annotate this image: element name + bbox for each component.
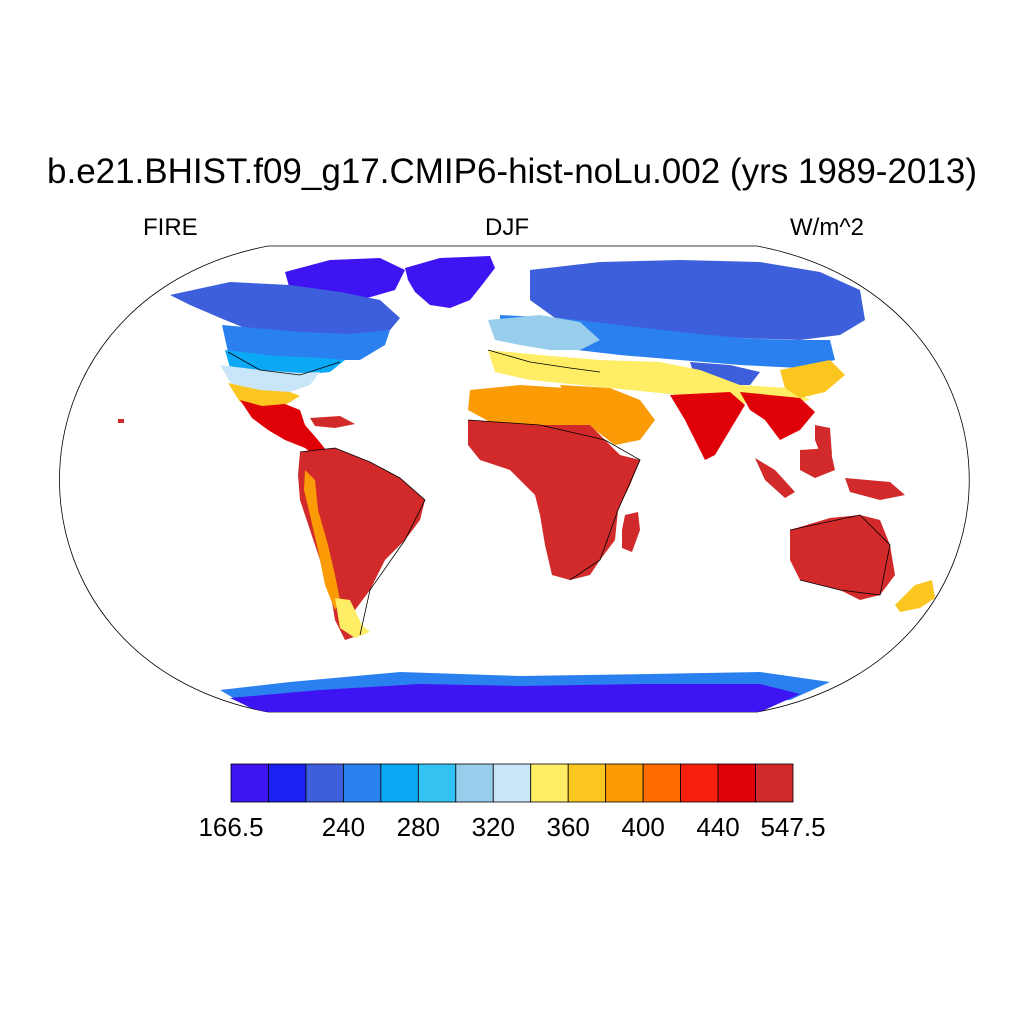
madagascar bbox=[622, 512, 640, 552]
colorbar-tick-label: 280 bbox=[396, 812, 441, 842]
philippines bbox=[815, 425, 832, 458]
colorbar-box bbox=[717, 763, 756, 803]
central-america bbox=[240, 400, 330, 460]
eurasia-north bbox=[530, 260, 865, 340]
colorbar-box bbox=[342, 763, 382, 803]
antarctica bbox=[230, 684, 800, 712]
colorbar-tick-label: 400 bbox=[621, 812, 665, 842]
north-america-south bbox=[220, 365, 320, 392]
variable-label: FIRE bbox=[143, 214, 198, 241]
new-zealand bbox=[895, 580, 935, 612]
europe bbox=[488, 315, 600, 350]
colorbar-tick-label: 166.5 bbox=[198, 812, 264, 842]
north-america-lower bbox=[225, 350, 345, 375]
colorbar-box bbox=[755, 763, 794, 803]
colorbar-tick-label: 360 bbox=[546, 812, 590, 842]
landmasses bbox=[170, 256, 935, 712]
colorbar-box bbox=[305, 763, 344, 803]
caribbean bbox=[310, 416, 355, 428]
plot-title: b.e21.BHIST.f09_g17.CMIP6-hist-noLu.002 … bbox=[47, 152, 977, 191]
india bbox=[670, 392, 745, 460]
australia bbox=[790, 515, 895, 600]
colorbar-box bbox=[268, 763, 307, 803]
units-label: W/m^2 bbox=[790, 214, 864, 241]
mediterranean-band bbox=[488, 350, 810, 405]
africa-north bbox=[468, 385, 600, 425]
new-guinea bbox=[845, 478, 905, 500]
colorbar-box bbox=[530, 763, 569, 803]
sumatra bbox=[755, 458, 795, 498]
colorbar-tick-label: 440 bbox=[696, 812, 740, 842]
colorbar-box bbox=[380, 763, 419, 803]
colorbar-box bbox=[492, 763, 532, 803]
colorbar-tick-label: 320 bbox=[471, 812, 515, 842]
africa bbox=[468, 420, 640, 580]
colorbar-tick-label: 240 bbox=[321, 812, 366, 842]
east-asia bbox=[780, 360, 845, 398]
colorbar-box bbox=[605, 763, 644, 803]
colorbar-box bbox=[567, 763, 607, 803]
colorbar-box bbox=[455, 763, 494, 803]
greenland bbox=[405, 256, 495, 308]
hawaii bbox=[118, 419, 124, 423]
season-label: DJF bbox=[485, 214, 529, 241]
colorbar bbox=[230, 763, 794, 803]
north-america-mid bbox=[222, 325, 390, 360]
north-america-north bbox=[170, 282, 400, 335]
colorbar-tick-label: 547.5 bbox=[760, 812, 826, 842]
southeast-asia bbox=[740, 392, 815, 440]
colorbar-box bbox=[230, 763, 269, 803]
colorbar-box bbox=[642, 763, 682, 803]
colorbar-box bbox=[417, 763, 457, 803]
colorbar-box bbox=[680, 763, 719, 803]
andes bbox=[304, 470, 340, 610]
south-america bbox=[298, 448, 425, 640]
